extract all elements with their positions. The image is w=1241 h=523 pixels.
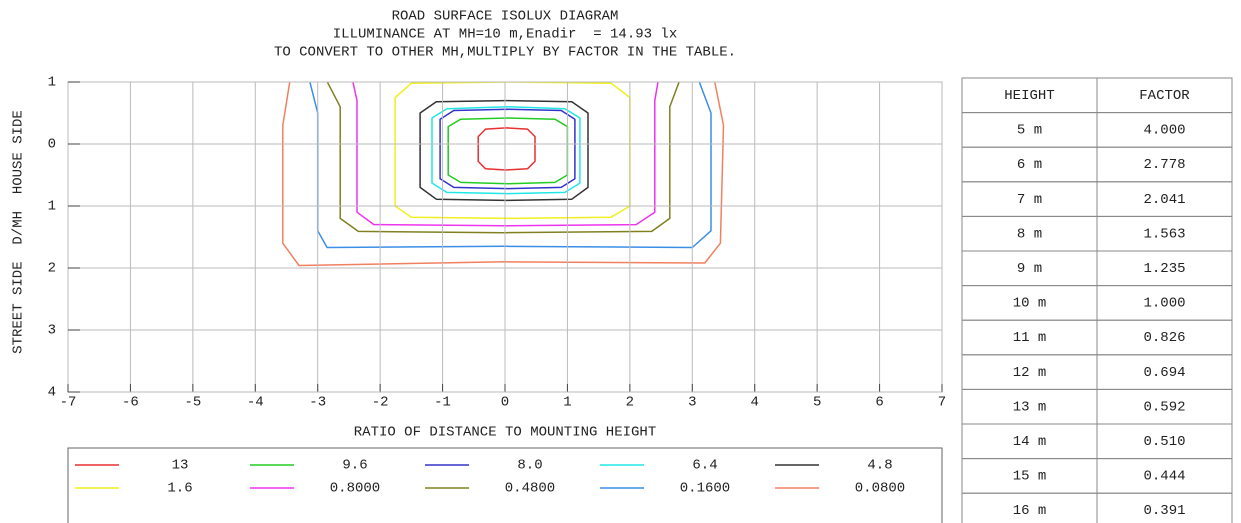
legend-box <box>67 447 943 523</box>
x-tick-label: -5 <box>184 395 201 411</box>
isolux-contour <box>439 108 576 190</box>
chart-subtitle: ILLUMINANCE AT MH=10 m,Enadir = 14.93 lx <box>333 27 677 43</box>
isolux-contour <box>394 82 631 220</box>
table-cell-text: 0.826 <box>1143 330 1185 346</box>
legend-label: 0.1600 <box>680 481 730 497</box>
x-tick-label: -7 <box>60 395 77 411</box>
x-tick-label: 4 <box>751 395 759 411</box>
x-tick-label: 1 <box>563 395 571 411</box>
isolux-contour <box>419 99 589 202</box>
table-cell-text: 0.592 <box>1143 399 1185 415</box>
y-tick-label: 2 <box>48 261 56 277</box>
isolux-contour <box>309 82 712 249</box>
table-cell-text: 2.041 <box>1143 192 1185 208</box>
y-tick-label: 1 <box>48 199 56 215</box>
x-tick-label: 7 <box>938 395 946 411</box>
isolux-contour <box>352 82 659 227</box>
isolux-contour <box>477 127 536 171</box>
table-cell-text: 15 m <box>1013 469 1047 485</box>
table-cell-text: 13 m <box>1013 399 1047 415</box>
table-cell-text: 8 m <box>1017 226 1042 242</box>
table-cell-text: 7 m <box>1017 192 1042 208</box>
x-tick-label: -2 <box>372 395 389 411</box>
x-tick-label: 0 <box>501 395 509 411</box>
table-cell-text: 9 m <box>1017 261 1042 277</box>
table-cell-text: 0.391 <box>1143 503 1185 519</box>
x-tick-label: 5 <box>813 395 821 411</box>
table-cell-text: 0.510 <box>1143 434 1185 450</box>
isolux-contour <box>431 106 581 195</box>
table-cell-text: 11 m <box>1013 330 1047 346</box>
table-header: HEIGHT <box>1004 88 1054 104</box>
x-tick-label: -4 <box>247 395 264 411</box>
legend-label: 8.0 <box>517 458 542 474</box>
legend-label: 1.6 <box>167 481 192 497</box>
table-cell-text: 0.444 <box>1143 469 1185 485</box>
x-tick-label: -3 <box>309 395 326 411</box>
x-tick-label: -1 <box>434 395 451 411</box>
chart-note: TO CONVERT TO OTHER MH,MULTIPLY BY FACTO… <box>274 45 736 61</box>
table-cell-text: 0.694 <box>1143 365 1185 381</box>
y-tick-label: 4 <box>48 385 56 401</box>
table-cell-text: 16 m <box>1013 503 1047 519</box>
table-cell-text: 2.778 <box>1143 157 1185 173</box>
x-tick-label: 2 <box>626 395 634 411</box>
legend-label: 0.8000 <box>330 481 380 497</box>
isolux-contour <box>326 82 680 234</box>
y-tick-label: 3 <box>48 323 56 339</box>
table-cell-text: 14 m <box>1013 434 1047 450</box>
legend-label: 4.8 <box>867 458 892 474</box>
contours <box>282 82 725 267</box>
table-cell-text: 4.000 <box>1143 123 1185 139</box>
x-tick-label: 6 <box>875 395 883 411</box>
y-axis-label: STREET SIDE D/MH HOUSE SIDE <box>11 110 27 354</box>
legend-label: 13 <box>172 458 189 474</box>
table-cell-text: 1.563 <box>1143 226 1185 242</box>
x-tick-label: 3 <box>688 395 696 411</box>
table-cell-text: 12 m <box>1013 365 1047 381</box>
table-cell <box>1096 492 1233 523</box>
table-cell-text: 1.235 <box>1143 261 1185 277</box>
legend-label: 9.6 <box>342 458 367 474</box>
table-cell-text: 5 m <box>1017 123 1042 139</box>
legend-label: 0.0800 <box>855 481 905 497</box>
x-tick-label: -6 <box>122 395 139 411</box>
table-cell-text: 6 m <box>1017 157 1042 173</box>
x-axis-label: RATIO OF DISTANCE TO MOUNTING HEIGHT <box>354 425 656 441</box>
legend-label: 6.4 <box>692 458 717 474</box>
table-cell-text: 10 m <box>1013 296 1047 312</box>
isolux-contour <box>447 117 569 185</box>
isolux-contour <box>282 82 725 267</box>
table-cell-text: 1.000 <box>1143 296 1185 312</box>
y-tick-label: 1 <box>48 75 56 91</box>
y-tick-label: 0 <box>48 137 56 153</box>
legend-label: 0.4800 <box>505 481 555 497</box>
chart-title: ROAD SURFACE ISOLUX DIAGRAM <box>392 9 619 25</box>
table-header: FACTOR <box>1139 88 1190 104</box>
